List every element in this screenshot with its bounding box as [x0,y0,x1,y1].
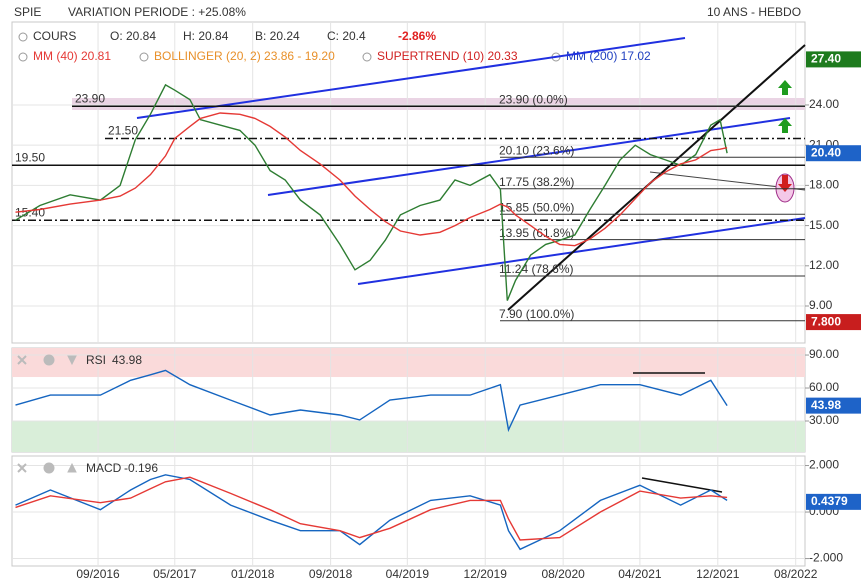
fibonacci-label: 20.10 (23.6%) [499,143,574,157]
sell-signal [778,175,792,192]
legend-supertrend: SUPERTREND (10) 20.33 [377,49,518,63]
price-tag-label: 7.800 [811,314,841,328]
price-tag [806,314,861,331]
oversold-zone [12,420,805,452]
legend-icon[interactable] [139,52,149,62]
fibonacci-label: 15.85 (50.0%) [499,200,574,214]
panel-tools [17,354,77,474]
y-tick-label: 60.00 [809,380,839,394]
move-icon[interactable] [67,355,77,366]
overbought-zone [12,348,805,378]
trend-line [357,217,806,285]
resistance-band [72,98,805,110]
x-tick-label: 08/2022 [774,567,818,581]
level-label: 23.90 [75,91,105,105]
legend-mm40: MM (40) 20.81 [33,49,111,63]
legend-low: B: 20.24 [255,29,300,43]
fibonacci-label: 11.24 (78.6%) [499,262,574,276]
value-tag [806,397,861,414]
y-tick-label: 90.00 [809,347,839,361]
legend-open: O: 20.84 [110,29,156,43]
legend-high: H: 20.84 [183,29,229,43]
series-line [15,83,728,301]
series-line [15,476,728,541]
price-panel [11,21,806,344]
settings-icon[interactable] [43,354,55,366]
rsi-title: RSI [86,353,106,367]
trend-line [136,37,686,119]
value-tag-label: 0.4379 [811,494,848,508]
close-icon[interactable] [17,355,27,365]
fibonacci-label: 17.75 (38.2%) [499,175,574,189]
symbol: SPIE [14,5,41,19]
macd-panel [11,455,806,567]
close-icon[interactable] [17,463,27,473]
divergence-line [641,477,723,493]
legend-icon[interactable] [18,52,28,62]
macd-value: -0.196 [124,461,158,475]
buy-signal [778,80,792,95]
legend-close: C: 20.4 [327,29,366,43]
level-label: 21.50 [108,124,138,138]
y-tick-label: -2.000 [809,551,843,565]
trend-line [267,117,791,196]
legend-icon[interactable] [362,52,372,62]
rsi-value: 43.98 [112,353,142,367]
fibonacci-label: 7.90 (100.0%) [499,307,574,321]
x-tick-label: 12/2019 [464,567,508,581]
y-tick-label: 24.00 [809,97,839,111]
x-tick-label: 08/2020 [541,567,585,581]
trend-line [507,44,806,311]
series-line [15,112,728,247]
y-tick-label: 9.00 [809,298,833,312]
variation: VARIATION PERIODE : +25.08% [68,5,246,19]
buy-signal [778,118,792,133]
series-line [15,369,728,433]
period: 10 ANS - HEBDO [707,5,801,19]
x-tick-label: 01/2018 [231,567,275,581]
drawings [136,37,806,493]
y-tick-label: 12.00 [809,258,839,272]
legend-cours: COURS [33,29,76,43]
legend-change: -2.86% [398,29,436,43]
fibonacci-label: 23.90 (0.0%) [499,92,568,106]
x-tick-label: 09/2016 [76,567,120,581]
y-tick-label: 18.00 [809,178,839,192]
x-tick-label: 09/2018 [309,567,353,581]
legend-mm200: MM (200) 17.02 [566,49,651,63]
legend-icon[interactable] [18,32,28,42]
value-tag [806,493,861,510]
move-icon[interactable] [67,462,77,473]
fibonacci-label: 13.95 (61.8%) [499,226,574,240]
level-label: 19.50 [15,150,45,164]
price-tag [806,145,861,162]
x-tick-label: 12/2021 [696,567,740,581]
price-tag-label: 20.40 [811,145,841,159]
x-tick-label: 04/2019 [386,567,430,581]
settings-icon[interactable] [43,462,55,474]
x-tick-label: 05/2017 [153,567,197,581]
y-tick-label: 30.00 [809,413,839,427]
macd-title: MACD [86,461,122,475]
y-tick-label: 15.00 [809,218,839,232]
price-tag-label: 27.40 [811,52,841,66]
y-tick-label: 2.000 [809,458,839,472]
value-tag-label: 43.98 [811,398,841,412]
legend-bollinger: BOLLINGER (20, 2) 23.86 - 19.20 [154,49,335,63]
price-tag [806,51,861,68]
x-tick-label: 04/2021 [618,567,662,581]
